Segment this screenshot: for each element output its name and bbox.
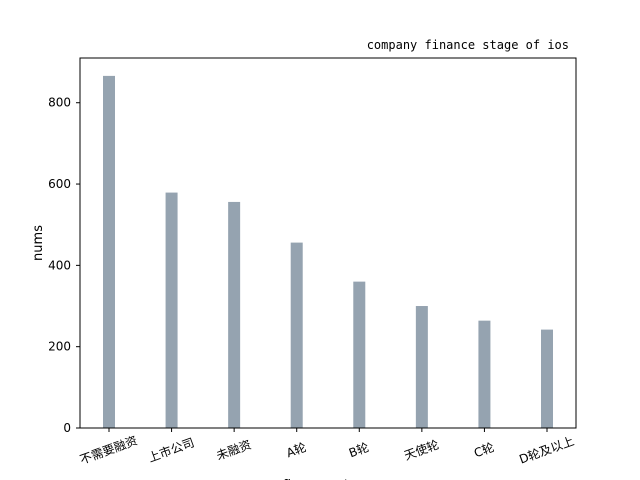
x-axis-label: finance_stage — [283, 478, 373, 480]
y-tick-label-2: 400 — [48, 258, 71, 272]
x-tick-label-2: 未融资 — [214, 438, 253, 463]
y-tick-label-0: 0 — [63, 421, 71, 435]
bar-0 — [103, 75, 115, 428]
x-tick-label-3: A轮 — [284, 440, 308, 460]
x-tick-label-0: 不需要融资 — [78, 433, 139, 467]
bar-5 — [415, 306, 428, 428]
x-tick-label-4: B轮 — [347, 440, 371, 460]
x-axis: 不需要融资 上市公司 未融资 A轮 B轮 天使轮 C轮 D轮及以上 — [78, 428, 576, 467]
bar-2 — [228, 201, 241, 428]
bar-7 — [541, 329, 553, 428]
bar-1 — [165, 192, 178, 428]
bar-3 — [290, 242, 303, 428]
bars — [103, 75, 553, 428]
x-tick-label-1: 上市公司 — [146, 435, 196, 466]
plot-frame — [79, 57, 577, 429]
y-axis-label: nums — [31, 225, 46, 261]
x-tick-label-7: D轮及以上 — [517, 434, 576, 467]
x-tick-label-6: C轮 — [472, 440, 496, 460]
bar-4 — [353, 281, 366, 428]
y-axis: 0 200 400 600 800 — [48, 96, 80, 435]
y-tick-label-1: 200 — [48, 340, 71, 354]
x-tick-label-5: 天使轮 — [402, 437, 441, 463]
y-tick-label-4: 800 — [48, 96, 71, 110]
y-tick-label-3: 600 — [48, 177, 71, 191]
bar-6 — [478, 320, 491, 428]
chart-title: company finance stage of ios — [367, 38, 569, 52]
